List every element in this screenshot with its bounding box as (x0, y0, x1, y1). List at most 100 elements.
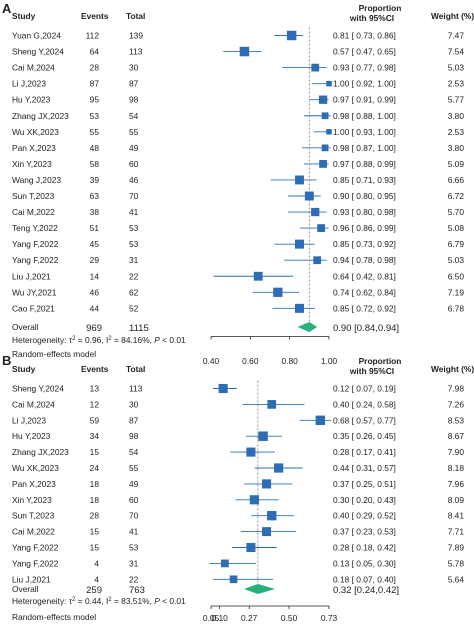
study-events: 87 (90, 79, 100, 89)
study-events: 18 (90, 479, 100, 489)
study-weight: 7.96 (448, 479, 465, 489)
point-estimate-marker (273, 287, 283, 297)
point-estimate-marker (246, 542, 256, 553)
study-row: Sun T,2023 63 70 0.90 [ 0.80, 0.95] 6.72 (12, 191, 464, 201)
heterogeneity-text: Heterogeneity: τ2 = 0.96, I2 = 84.16%, P… (12, 335, 186, 345)
study-name: Yang F,2022 (12, 543, 59, 553)
study-total: 22 (129, 574, 139, 584)
study-events: 44 (90, 303, 100, 313)
header-total: Total (126, 11, 145, 21)
study-row: Zhang JX,2023 15 54 0.28 [ 0.17, 0.41] 7.90 (12, 447, 464, 457)
heterogeneity-part: Heterogeneity: τ (12, 335, 73, 345)
study-ci-text: 0.28 [ 0.17, 0.41] (333, 447, 396, 457)
header-study: Study (12, 11, 36, 21)
study-weight: 6.72 (448, 191, 465, 201)
point-estimate-marker (249, 495, 259, 505)
study-ci-text: 0.64 [ 0.42, 0.81] (333, 271, 396, 281)
overall-ci-text: 0.90 [0.84,0.94] (333, 323, 399, 334)
x-tick-label: 0.10 (212, 613, 229, 623)
point-estimate-marker (313, 256, 322, 265)
pooled-diamond (297, 322, 318, 332)
study-name: Liu J,2021 (12, 271, 51, 281)
study-events: 95 (90, 95, 100, 105)
point-estimate-marker (267, 511, 277, 521)
point-estimate-marker (311, 63, 320, 72)
study-row: Sun T,2023 28 70 0.40 [ 0.29, 0.52] 8.41 (12, 511, 464, 521)
overall-label: Overall (12, 584, 39, 594)
study-total: 70 (129, 511, 139, 521)
study-row: Yuan G,2024 112 139 0.81 [ 0.73, 0.86] 7.47 (12, 31, 464, 41)
study-row: Pan X,2023 48 49 0.98 [ 0.87, 1.00] 3.80 (12, 143, 464, 153)
study-row: Wu JY,2021 46 62 0.74 [ 0.62, 0.84] 7.19 (12, 287, 464, 297)
study-weight: 8.41 (448, 511, 465, 521)
study-weight: 7.26 (448, 399, 465, 409)
study-ci-text: 0.28 [ 0.18, 0.42] (333, 543, 396, 553)
study-events: 28 (90, 63, 100, 73)
study-events: 55 (90, 127, 100, 137)
study-row: Hu Y,2023 95 98 0.97 [ 0.91, 0.99] 5.77 (12, 95, 464, 105)
study-events: 59 (90, 415, 100, 425)
study-name: Li J,2023 (12, 415, 46, 425)
heterogeneity-part: P (154, 596, 160, 606)
study-name: Cao F,2021 (12, 303, 55, 313)
study-events: 34 (90, 431, 100, 441)
study-name: Cai M,2022 (12, 527, 55, 537)
point-estimate-marker (246, 447, 256, 457)
study-weight: 8.18 (448, 463, 465, 473)
study-row: Cai M,2024 12 30 0.40 [ 0.24, 0.58] 7.26 (12, 399, 464, 409)
study-events: 64 (90, 47, 100, 57)
study-weight: 5.77 (448, 95, 465, 105)
study-ci-text: 0.68 [ 0.57, 0.77] (333, 415, 396, 425)
study-weight: 7.98 (448, 384, 465, 394)
study-name: Cai M,2024 (12, 63, 55, 73)
study-name: Wu JY,2021 (12, 287, 57, 297)
study-events: 28 (90, 511, 100, 521)
study-name: Yuan G,2024 (12, 31, 61, 41)
study-events: 29 (90, 255, 100, 265)
study-ci-text: 0.12 [ 0.07, 0.19] (333, 384, 396, 394)
study-ci-text: 0.85 [ 0.72, 0.92] (333, 303, 396, 313)
study-row: Sheng Y,2024 64 113 0.57 [ 0.47, 0.65] 7.54 (12, 47, 464, 57)
point-estimate-marker (321, 112, 329, 120)
study-weight: 6.78 (448, 303, 465, 313)
heterogeneity-part: = 0.44, I (75, 596, 108, 606)
study-events: 24 (90, 463, 100, 473)
study-row: Li J,2023 87 87 1.00 [ 0.92, 1.00] 2.53 (12, 79, 464, 89)
study-events: 15 (90, 543, 100, 553)
header-weight: Weight (%) (431, 11, 474, 21)
study-total: 98 (129, 95, 139, 105)
study-total: 46 (129, 175, 139, 185)
study-ci-text: 0.94 [ 0.78, 0.98] (333, 255, 396, 265)
study-name: Hu Y,2023 (12, 95, 51, 105)
heterogeneity-part: = 0.96, I (75, 335, 108, 345)
x-tick-label: 0.05 (203, 613, 220, 623)
study-name: Liu J,2021 (12, 574, 51, 584)
study-name: Pan X,2023 (12, 143, 56, 153)
study-name: Xin Y,2023 (12, 495, 52, 505)
study-events: 12 (90, 399, 100, 409)
overall-events: 969 (86, 323, 102, 334)
study-name: Teng Y,2022 (12, 223, 58, 233)
point-estimate-marker (294, 303, 305, 313)
study-ci-text: 0.30 [ 0.20, 0.43] (333, 495, 396, 505)
study-ci-text: 0.40 [ 0.24, 0.58] (333, 399, 396, 409)
study-row: Teng Y,2022 51 53 0.96 [ 0.86, 0.99] 5.08 (12, 223, 464, 233)
study-name: Sheng Y,2024 (12, 47, 64, 57)
study-ci-text: 0.13 [ 0.05, 0.30] (333, 558, 396, 568)
study-name: Zhang JX,2023 (12, 447, 69, 457)
study-weight: 6.66 (448, 175, 465, 185)
study-total: 113 (129, 47, 143, 57)
study-events: 58 (90, 159, 100, 169)
study-weight: 5.08 (448, 223, 465, 233)
study-row: Wu XK,2023 24 55 0.44 [ 0.31, 0.57] 8.18 (12, 463, 464, 473)
study-row: Hu Y,2023 34 98 0.35 [ 0.26, 0.45] 8.67 (12, 431, 464, 441)
overall-total: 1115 (129, 323, 149, 334)
study-weight: 7.90 (448, 447, 465, 457)
study-row: Cai M,2022 15 41 0.37 [ 0.23, 0.53] 7.71 (12, 527, 464, 537)
point-estimate-marker (229, 575, 238, 584)
study-weight: 5.70 (448, 207, 465, 217)
study-weight: 5.64 (448, 574, 465, 584)
overall-total: 763 (129, 585, 145, 596)
study-total: 113 (129, 384, 143, 394)
header-proportion: Proportion (359, 3, 402, 13)
